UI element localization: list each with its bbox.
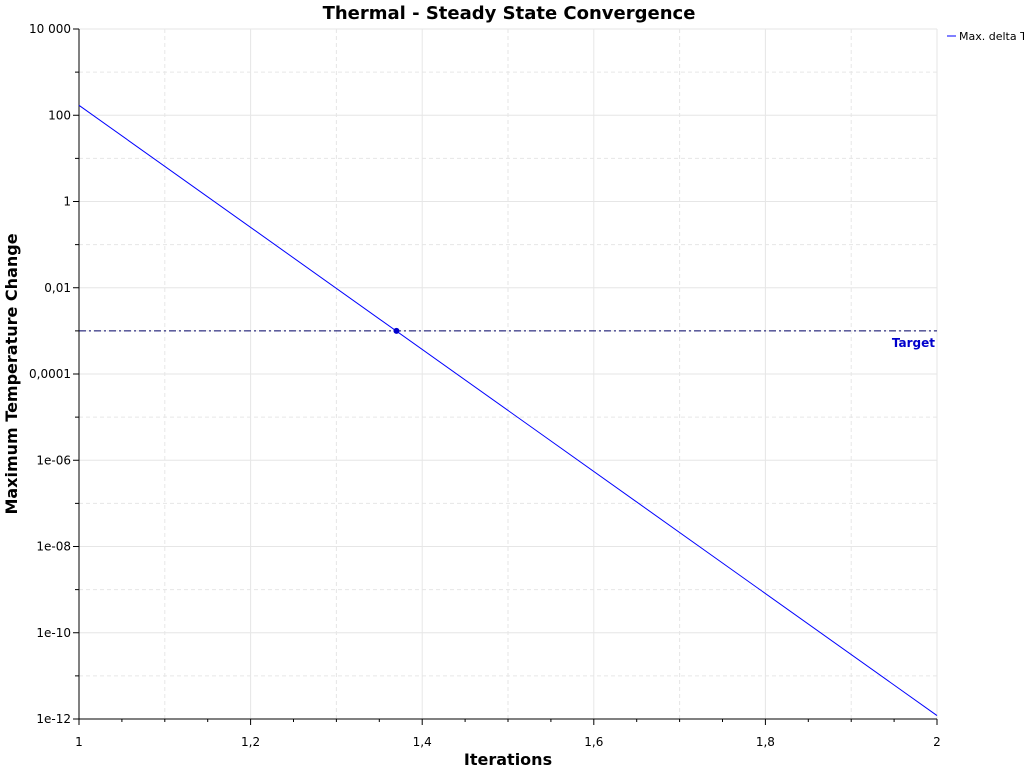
x-tick-label: 2 [933,735,941,749]
y-tick-label: 0,01 [44,281,71,295]
series-line-max-delta-t [78,104,938,716]
target-line-group: Target [79,330,937,350]
y-tick-label: 1 [63,195,71,209]
y-tick-label: 1e-10 [36,626,71,640]
target-intersection-marker [393,327,400,334]
x-tick-label: 1 [75,735,83,749]
target-label: Target [892,336,935,350]
x-tick-label: 1,8 [756,735,775,749]
tick-labels: 10 000 100 1 0,01 0,0001 1e-06 1e-08 1e-10 1e-12… [29,22,941,749]
y-tick-label: 1e-08 [36,540,71,554]
y-tick-label: 10 000 [29,22,71,36]
tick-marks [73,28,938,725]
y-tick-label: 100 [48,108,71,122]
x-tick-label: 1,2 [241,735,260,749]
series-group [78,104,938,716]
marker-group [393,327,400,334]
y-tick-label: 1e-06 [36,453,71,467]
legend: Max. delta T [947,30,1024,43]
y-tick-label: 0,0001 [29,367,71,381]
grid-lines [78,28,938,720]
x-tick-label: 1,6 [584,735,603,749]
x-tick-label: 1,4 [413,735,432,749]
chart-title: Thermal - Steady State Convergence [323,3,696,24]
legend-entry-max-delta-t: Max. delta T [959,30,1024,43]
x-axis-title: Iterations [464,750,552,768]
y-axis-title: Maximum Temperature Change [2,233,21,514]
y-tick-label: 1e-12 [36,712,71,726]
